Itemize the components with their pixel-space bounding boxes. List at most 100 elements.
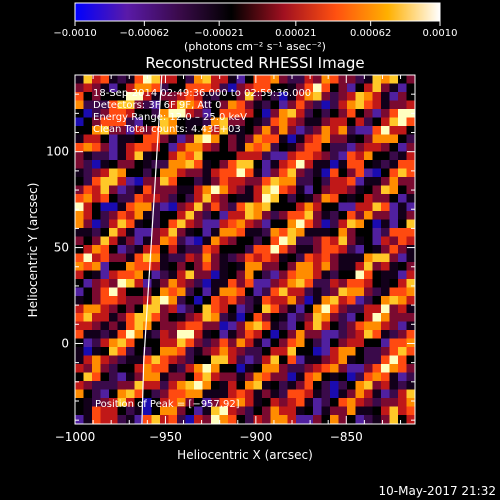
heatmap-pixel (177, 406, 186, 416)
colorbar-tick-label: −0.00062 (119, 28, 169, 39)
heatmap-pixel (92, 330, 101, 339)
heatmap-pixel (236, 321, 246, 331)
heatmap-pixel (117, 109, 127, 118)
heatmap-pixel (177, 338, 186, 348)
heatmap-pixel (211, 202, 220, 212)
heatmap-pixel (211, 219, 220, 229)
heatmap-pixel (117, 219, 127, 229)
heatmap-pixel (75, 185, 84, 195)
heatmap-pixel (117, 389, 127, 399)
heatmap-pixel (279, 262, 288, 271)
heatmap-pixel (279, 355, 288, 365)
heatmap-pixel (347, 389, 356, 399)
heatmap-pixel (372, 177, 382, 186)
footer-timestamp: 10-May-2017 21:32 (379, 484, 496, 498)
heatmap-pixel (372, 338, 382, 348)
heatmap-pixel (313, 262, 322, 271)
heatmap-pixel (100, 117, 110, 127)
heatmap-pixel (228, 270, 237, 280)
heatmap-pixel (143, 117, 152, 127)
heatmap-pixel (389, 75, 399, 84)
heatmap-pixel (364, 381, 373, 390)
heatmap-pixel (228, 347, 237, 356)
heatmap-pixel (372, 321, 382, 331)
heatmap-pixel (160, 321, 169, 331)
heatmap-pixel (389, 117, 399, 127)
heatmap-pixel (202, 202, 212, 212)
heatmap-pixel (381, 398, 390, 407)
heatmap-pixel (253, 262, 263, 271)
heatmap-pixel (185, 389, 195, 399)
heatmap-pixel (109, 321, 118, 331)
heatmap-pixel (100, 236, 110, 246)
heatmap-pixel (75, 126, 84, 135)
heatmap-pixel (194, 338, 203, 348)
heatmap-pixel (160, 330, 169, 339)
heatmap-pixel (126, 347, 135, 356)
heatmap-pixel (262, 304, 271, 314)
heatmap-pixel (109, 151, 118, 161)
heatmap-pixel (372, 415, 382, 424)
heatmap-pixel (262, 134, 271, 144)
heatmap-pixel (92, 372, 101, 382)
heatmap-pixel (372, 228, 382, 237)
heatmap-pixel (406, 389, 415, 399)
heatmap-pixel (109, 389, 118, 399)
heatmap-pixel (296, 330, 305, 339)
heatmap-pixel (75, 143, 84, 152)
heatmap-pixel (406, 151, 415, 161)
heatmap-pixel (202, 134, 212, 144)
heatmap-pixel (177, 236, 186, 246)
heatmap-pixel (381, 228, 390, 237)
heatmap-pixel (347, 151, 356, 161)
heatmap-pixel (287, 228, 297, 237)
heatmap-pixel (177, 245, 186, 254)
heatmap-pixel (211, 83, 220, 93)
heatmap-pixel (75, 219, 84, 229)
heatmap-pixel (338, 202, 348, 212)
heatmap-pixel (160, 177, 169, 186)
heatmap-pixel (168, 168, 178, 178)
heatmap-pixel (321, 92, 331, 101)
heatmap-pixel (279, 406, 288, 416)
heatmap-pixel (177, 347, 186, 356)
heatmap-pixel (406, 100, 415, 110)
heatmap-pixel (211, 304, 220, 314)
heatmap-pixel (134, 168, 144, 178)
heatmap-pixel (270, 228, 280, 237)
heatmap-pixel (253, 347, 263, 356)
heatmap-pixel (364, 168, 373, 178)
heatmap-pixel (406, 253, 415, 263)
heatmap-pixel (406, 177, 415, 186)
heatmap-pixel (253, 364, 263, 373)
heatmap-pixel (92, 262, 101, 271)
heatmap-pixel (219, 372, 229, 382)
heatmap-pixel (109, 143, 118, 152)
heatmap-pixel (92, 134, 101, 144)
heatmap-pixel (194, 313, 203, 322)
heatmap-pixel (321, 347, 331, 356)
heatmap-pixel (296, 398, 305, 407)
heatmap-pixel (355, 228, 365, 237)
heatmap-pixel (109, 372, 118, 382)
heatmap-pixel (211, 338, 220, 348)
heatmap-pixel (398, 151, 407, 161)
heatmap-pixel (117, 279, 127, 288)
heatmap-pixel (83, 389, 93, 399)
chart-title: Reconstructed RHESSI Image (145, 54, 364, 72)
heatmap-pixel (211, 253, 220, 263)
heatmap-pixel (117, 253, 127, 263)
heatmap-pixel (262, 381, 271, 390)
heatmap-pixel (253, 177, 263, 186)
heatmap-pixel (202, 83, 212, 93)
heatmap-pixel (279, 338, 288, 348)
heatmap-pixel (347, 202, 356, 212)
heatmap-pixel (270, 185, 280, 195)
heatmap-pixel (83, 185, 93, 195)
heatmap-pixel (126, 126, 135, 135)
heatmap-pixel (406, 75, 415, 84)
heatmap-pixel (134, 398, 144, 407)
heatmap-pixel (338, 338, 348, 348)
heatmap-pixel (126, 245, 135, 254)
heatmap-pixel (228, 185, 237, 195)
